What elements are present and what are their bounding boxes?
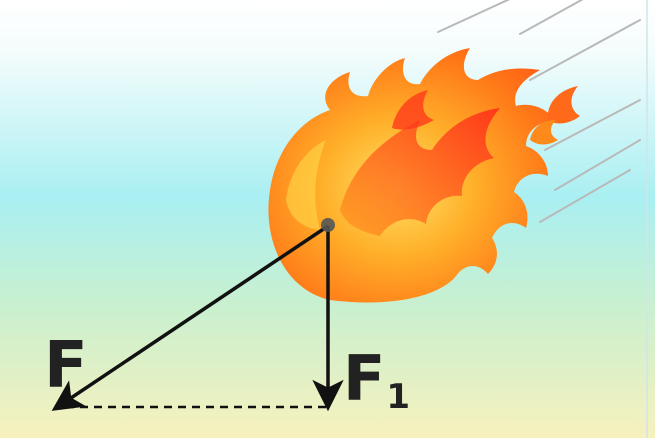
label-force-f1-main: F <box>343 342 386 415</box>
force-vector-f <box>51 224 329 411</box>
label-force-f: F <box>44 329 88 403</box>
fireball-icon <box>268 48 580 303</box>
motion-streaks <box>437 0 641 223</box>
center-point <box>321 218 335 232</box>
label-force-f1-subscript: 1 <box>386 377 411 417</box>
label-force-f1: F1 <box>343 348 410 415</box>
